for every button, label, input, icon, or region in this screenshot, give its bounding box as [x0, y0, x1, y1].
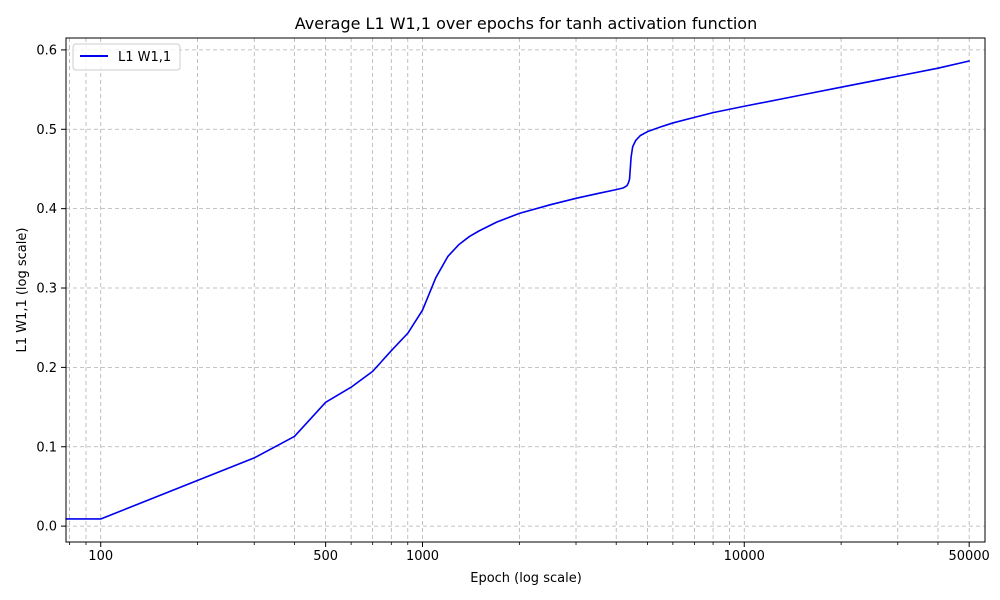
y-axis-ticks: 0.0 0.1 0.2 0.3 0.4 0.5 0.6 — [36, 43, 66, 535]
y-tick-label: 0.2 — [36, 361, 57, 376]
y-axis-label: L1 W1,1 (log scale) — [15, 228, 30, 353]
y-tick-label: 0.4 — [36, 202, 57, 217]
x-axis-label: Epoch (log scale) — [470, 571, 582, 586]
plot-frame — [65, 37, 986, 543]
y-tick-label: 0.3 — [36, 282, 57, 297]
x-tick-label: 1000 — [406, 549, 439, 564]
legend: L1 W1,1 — [72, 43, 181, 71]
x-tick-label: 50000 — [948, 549, 989, 564]
legend-label: L1 W1,1 — [118, 50, 171, 65]
plot-series — [65, 60, 970, 520]
x-axis-ticks: 100 500 1000 10000 50000 — [69, 542, 990, 564]
x-tick-label: 500 — [313, 549, 338, 564]
x-tick-label: 10000 — [724, 549, 765, 564]
y-tick-label: 0.1 — [36, 440, 57, 455]
legend-box — [72, 43, 181, 71]
y-tick-label: 0.5 — [36, 123, 57, 138]
chart-title: Average L1 W1,1 over epochs for tanh act… — [295, 14, 757, 33]
series-line — [65, 60, 970, 520]
grid-lines — [66, 38, 985, 542]
x-tick-label: 100 — [88, 549, 113, 564]
y-tick-label: 0.0 — [36, 520, 57, 535]
y-tick-label: 0.6 — [36, 43, 57, 58]
